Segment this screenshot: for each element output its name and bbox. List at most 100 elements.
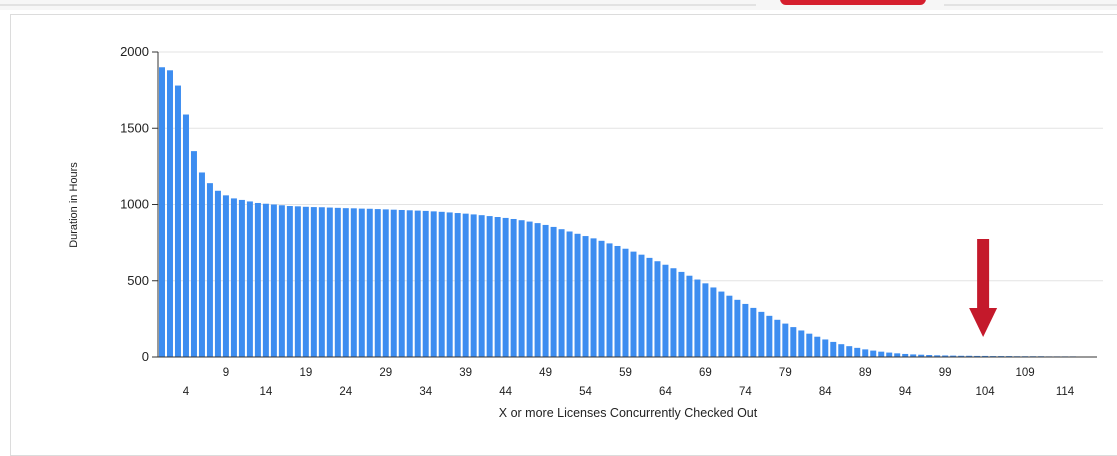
bar [463,214,469,357]
bar [359,209,365,357]
bar [750,308,756,357]
bar [367,209,373,357]
x-tick-label: 14 [259,386,272,398]
bar [279,205,285,357]
bar [686,276,692,357]
bar [487,216,493,357]
bar [790,327,796,357]
x-tick-label: 79 [779,367,792,379]
bar [615,246,621,357]
bar [391,210,397,357]
bar [183,115,189,357]
x-tick-label: 4 [183,386,190,398]
bar [343,208,349,357]
tab-divider-left [0,4,756,6]
bar [215,191,221,357]
bar [175,86,181,357]
bar [607,243,613,357]
bar [327,208,333,357]
bar [814,337,820,357]
bar [646,258,652,357]
bar [638,255,644,357]
x-tick-label: 39 [459,367,472,379]
x-tick-label: 34 [419,386,432,398]
bar [191,151,197,357]
bar [878,352,884,357]
bar [710,287,716,357]
bar [774,320,780,357]
bar [838,344,844,357]
bar [351,208,357,357]
y-tick-label: 1000 [120,197,149,212]
bar [551,227,557,357]
bar [591,238,597,357]
bar [519,220,525,357]
x-tick-label: 109 [1015,367,1034,379]
x-tick-label: 49 [539,367,552,379]
bar [678,272,684,357]
bar [479,215,485,357]
bar [455,213,461,357]
x-tick-label: 29 [379,367,392,379]
bar [207,183,213,357]
active-tab-indicator[interactable] [780,0,926,5]
bar [319,207,325,357]
bar [575,234,581,357]
bar [527,222,533,357]
x-tick-label: 59 [619,367,632,379]
bar [199,172,205,357]
bar [766,316,772,357]
bar [846,346,852,357]
bar [471,214,477,357]
x-tick-label: 99 [939,367,952,379]
y-tick-label: 2000 [120,44,149,59]
arrow-head [969,308,997,337]
bar [503,218,509,357]
x-tick-label: 44 [499,386,512,398]
bar [255,203,261,357]
bar [758,312,764,357]
x-tick-label: 9 [223,367,229,379]
x-tick-label: 74 [739,386,752,398]
bar [662,265,668,357]
bar [734,300,740,357]
bar [822,339,828,357]
arrow-shaft [977,239,989,309]
bar [567,231,573,357]
bar [830,342,836,357]
bar [335,208,341,357]
x-tick-label: 114 [1056,386,1075,398]
bar [407,210,413,357]
bar [271,205,277,358]
y-tick-label: 1500 [120,120,149,135]
bar [670,268,676,357]
x-tick-label: 84 [819,386,832,398]
bar [559,229,565,357]
x-tick-label: 64 [659,386,672,398]
bar [535,223,541,357]
bar [599,241,605,357]
x-tick-label: 89 [859,367,872,379]
bar [399,210,405,357]
x-tick-label: 104 [976,386,996,398]
bar [415,211,421,357]
bar [231,198,237,357]
x-tick-label: 69 [699,367,712,379]
bar [383,209,389,357]
bar [159,67,165,357]
bar [311,207,317,357]
bar [375,209,381,357]
tab-divider-right [944,4,1117,6]
bar [167,70,173,357]
bar [263,204,269,357]
bar [718,292,724,357]
bar [623,249,629,357]
bar [583,236,589,357]
bar [702,283,708,357]
bar [726,296,732,357]
bar [447,212,453,357]
bar [862,349,868,357]
